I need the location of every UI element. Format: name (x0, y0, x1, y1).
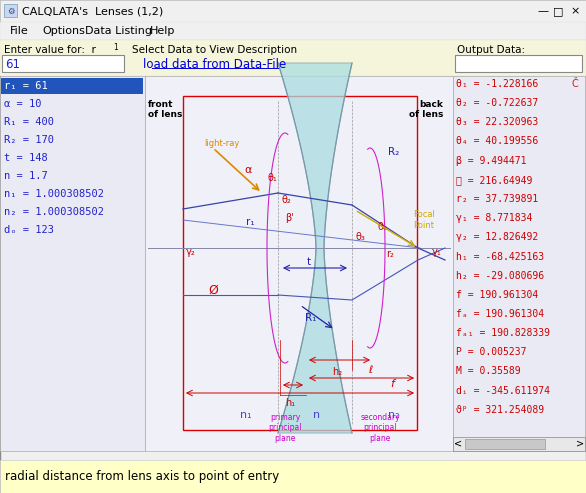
Text: t = 148: t = 148 (4, 153, 47, 163)
Text: primary
principal
plane: primary principal plane (268, 413, 302, 443)
Text: >: > (576, 439, 584, 449)
Text: Č: Č (571, 79, 578, 89)
Bar (453, 76, 585, 451)
Text: γ₁: γ₁ (432, 247, 442, 257)
Text: n₁ = 1.000308502: n₁ = 1.000308502 (4, 189, 104, 199)
Text: θ₂ = -0.722637: θ₂ = -0.722637 (456, 98, 539, 108)
Text: File: File (10, 26, 29, 36)
Text: dᵢ = -345.611974: dᵢ = -345.611974 (456, 386, 550, 396)
Text: fₐ = 190.961304: fₐ = 190.961304 (456, 309, 544, 319)
Text: P = 0.005237: P = 0.005237 (456, 348, 526, 357)
Text: θ₂: θ₂ (282, 195, 292, 205)
Text: γ₁ = 8.771834: γ₁ = 8.771834 (456, 213, 532, 223)
Text: ×: × (570, 6, 580, 16)
Text: n = 1.7: n = 1.7 (4, 171, 47, 181)
Bar (0, 460, 586, 493)
Text: θ₃: θ₃ (355, 232, 365, 242)
Text: r₂ = 37.739891: r₂ = 37.739891 (456, 194, 539, 204)
Text: r₂: r₂ (386, 249, 394, 259)
Text: t: t (307, 257, 311, 267)
Text: front
of lens: front of lens (148, 100, 182, 119)
Text: R₂: R₂ (388, 147, 399, 157)
Bar (0, 40, 586, 76)
Text: Focal
Point: Focal Point (413, 211, 435, 230)
Text: n: n (313, 410, 320, 420)
Text: ℓ = 216.64949: ℓ = 216.64949 (456, 175, 532, 185)
Text: load data from Data-File: load data from Data-File (144, 59, 287, 71)
Text: f: f (390, 379, 394, 389)
Text: CALQLATA's  Lenses (1,2): CALQLATA's Lenses (1,2) (22, 6, 163, 16)
Polygon shape (278, 63, 352, 433)
Text: 61: 61 (5, 58, 20, 70)
Text: Select Data to View Description: Select Data to View Description (132, 45, 298, 55)
Text: ⚙: ⚙ (7, 6, 14, 15)
Text: secondary
principal
plane: secondary principal plane (360, 413, 400, 443)
Text: h₂: h₂ (332, 367, 342, 377)
Text: θ₄: θ₄ (378, 222, 388, 232)
Text: —: — (537, 6, 548, 16)
Bar (0, 76, 145, 451)
Text: n₂ = 1.000308502: n₂ = 1.000308502 (4, 207, 104, 217)
Text: light-ray: light-ray (204, 139, 239, 147)
Text: n₂: n₂ (388, 410, 400, 420)
Text: Enter value for:  r: Enter value for: r (4, 45, 96, 55)
Text: ϑᵖ = 321.254089: ϑᵖ = 321.254089 (456, 405, 544, 415)
Bar (183, 96, 417, 430)
Text: ℓ: ℓ (368, 365, 372, 375)
Text: θ₄ = 40.199556: θ₄ = 40.199556 (456, 137, 539, 146)
Text: □: □ (553, 6, 563, 16)
Text: h₁: h₁ (285, 398, 295, 408)
Text: Options: Options (42, 26, 85, 36)
Text: α: α (244, 165, 251, 175)
Text: radial distance from lens axis to point of entry: radial distance from lens axis to point … (5, 470, 280, 483)
Text: θ₁: θ₁ (267, 173, 277, 183)
Text: θ₁ = -1.228166: θ₁ = -1.228166 (456, 79, 539, 89)
Text: Output Data:: Output Data: (457, 45, 525, 55)
Text: fₐ₁ = 190.828339: fₐ₁ = 190.828339 (456, 328, 550, 338)
Text: n₁: n₁ (240, 410, 251, 420)
Text: R₂ = 170: R₂ = 170 (4, 135, 54, 145)
Text: Ø: Ø (208, 283, 218, 296)
Text: β': β' (285, 213, 294, 223)
Bar (0, 0, 586, 22)
Bar (0, 22, 586, 40)
Text: r₁ = 61: r₁ = 61 (4, 81, 47, 91)
Text: R₁ = 400: R₁ = 400 (4, 117, 54, 127)
Text: R₁: R₁ (305, 313, 316, 323)
Text: γ₂ = 12.826492: γ₂ = 12.826492 (456, 232, 539, 243)
Text: h₂ = -29.080696: h₂ = -29.080696 (456, 271, 544, 281)
Bar (1, 78, 143, 94)
Text: M = 0.35589: M = 0.35589 (456, 366, 520, 377)
Text: h₁ = -68.425163: h₁ = -68.425163 (456, 251, 544, 261)
Bar (145, 76, 453, 451)
Text: f = 190.961304: f = 190.961304 (456, 290, 539, 300)
Text: γ₂: γ₂ (186, 247, 196, 257)
Text: θ₃ = 22.320963: θ₃ = 22.320963 (456, 117, 539, 127)
Text: r₁: r₁ (246, 217, 255, 227)
Bar (455, 55, 582, 72)
Text: <: < (454, 439, 462, 449)
Text: Data Listing: Data Listing (85, 26, 152, 36)
Bar (453, 437, 585, 451)
Text: back
of lens: back of lens (408, 100, 443, 119)
Text: dₒ = 123: dₒ = 123 (4, 225, 54, 235)
Text: α = 10: α = 10 (4, 99, 42, 109)
Bar (4, 4, 17, 17)
Text: β = 9.494471: β = 9.494471 (456, 156, 526, 166)
Text: Help: Help (150, 26, 175, 36)
Bar (2, 55, 124, 72)
Text: 1: 1 (113, 43, 118, 52)
Bar (465, 439, 545, 449)
